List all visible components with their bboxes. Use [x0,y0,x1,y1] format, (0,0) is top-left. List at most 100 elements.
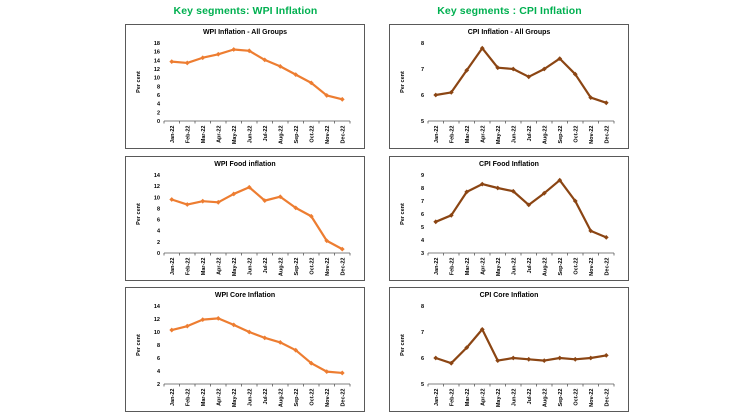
line-series [434,179,608,239]
y-axis-tick-label: 8 [421,41,424,47]
x-axis-tick-label: Jan-22 [434,389,440,406]
data-point-marker [324,369,330,375]
x-axis-tick-label: Jul-22 [527,389,533,405]
y-axis-tick-label: 8 [157,84,160,90]
chart-panel-cpi-core: CPI Core Inflation 5 6 7 8 Per cent Jan-22 Feb… [389,287,629,412]
data-point-marker [557,177,563,183]
data-point-marker [588,355,594,361]
data-point-marker [526,356,532,362]
data-point-marker [339,96,345,102]
x-axis-tick-label: May-22 [232,258,238,277]
y-axis-title: Per cent [136,203,142,225]
x-axis-tick-label: May-22 [496,258,502,277]
y-axis-tick-label: 14 [154,173,161,179]
x-axis-tick-label: Aug-22 [542,126,548,145]
x-axis-tick-label: Dec-22 [604,258,610,276]
y-axis-tick-label: 3 [421,251,424,257]
chart-panel-wpi-all-groups: WPI Inflation - All Groups 0 2 4 6 8 10 12 14 16… [125,24,365,149]
y-axis-title: Per cent [400,203,406,225]
y-axis-tick-label: 2 [157,240,160,246]
chart-title: WPI Food inflation [214,161,276,168]
x-axis-tick-label: May-22 [496,389,502,408]
x-axis-tick-label: Nov-22 [589,389,595,407]
y-axis-tick-label: 4 [157,229,161,235]
data-point-marker [557,355,563,361]
x-axis-tick-label: Jun-22 [511,389,517,407]
x-axis-tick-label: Sep-22 [558,389,564,407]
y-axis-title: Per cent [136,71,142,93]
data-point-marker [603,353,609,358]
data-point-marker [572,71,578,77]
y-axis-tick-label: 10 [154,330,160,336]
x-axis-tick-label: Feb-22 [185,389,191,407]
x-axis-tick-label: Oct-22 [573,258,579,275]
data-point-marker [572,356,578,362]
y-axis-tick-label: 8 [157,343,160,349]
x-axis-tick-label: Jul-22 [527,126,533,142]
x-axis-tick-label: Sep-22 [294,126,300,144]
x-axis-tick-label: Jan-22 [434,258,440,275]
x-axis-tick-label: Mar-22 [465,126,471,144]
x-axis-tick-label: Jul-22 [263,258,269,274]
x-axis-tick-label: Sep-22 [558,126,564,144]
y-axis-tick-label: 14 [154,58,161,64]
x-axis-tick-label: Apr-22 [216,258,222,275]
y-axis-tick-label: 5 [421,119,424,125]
data-point-marker [215,51,221,57]
data-point-marker [169,327,175,333]
data-point-marker [464,345,470,350]
line-series [170,186,344,251]
chart-svg-cpi-all-groups: 5 6 7 8 Per cent Jan-22 Feb-22 Mar-22 Apr-22 May-… [400,41,615,145]
x-axis-tick-label: Jan-22 [170,389,176,406]
x-axis-tick-label: Mar-22 [201,258,207,276]
y-axis-tick-label: 14 [154,304,161,310]
y-axis-title: Per cent [136,334,142,356]
data-point-marker [246,48,252,54]
x-axis-tick-label: Feb-22 [185,258,191,276]
x-axis-tick-label: Nov-22 [325,126,331,144]
x-axis-tick-label: Oct-22 [309,389,315,406]
x-axis-tick-label: Oct-22 [309,126,315,143]
chart-title: CPI Core Inflation [479,292,539,299]
y-axis-tick-label: 5 [421,225,424,231]
chart-panel-wpi-core: WPI Core Inflation 2 4 6 8 10 12 14 Per cent Jan… [125,287,365,412]
x-axis-tick-label: Feb-22 [185,126,191,144]
data-point-marker [293,347,299,353]
chart-svg-wpi-core: 2 4 6 8 10 12 14 Per cent Jan-22 Feb-22 Mar-22 Apr-… [136,304,351,407]
chart-svg-wpi-food: 0 2 4 6 8 10 12 14 Per cent Jan-22 Feb-22 Mar-22 Apr… [136,173,351,277]
data-point-marker [588,228,594,234]
y-axis-tick-label: 0 [157,251,160,257]
x-axis-tick-label: Mar-22 [465,258,471,276]
y-axis-tick-label: 8 [157,206,160,212]
x-axis-tick-label: Mar-22 [465,389,471,407]
chart-title: CPI Inflation - All Groups [467,29,551,36]
x-axis-tick-label: Aug-22 [542,258,548,277]
y-axis-tick-label: 0 [157,119,160,125]
x-axis-tick-label: Sep-22 [294,258,300,276]
x-axis-tick-label: Mar-22 [201,389,207,407]
y-axis-tick-label: 6 [421,93,424,99]
x-axis-tick-label: Dec-22 [604,126,610,144]
data-point-marker [541,358,547,363]
data-point-marker [231,47,237,52]
y-axis-tick-label: 7 [421,67,424,73]
x-axis-tick-label: Dec-22 [340,389,346,407]
data-point-marker [184,60,190,66]
chart-svg-cpi-core: 5 6 7 8 Per cent Jan-22 Feb-22 Mar-22 Apr-22 May-… [400,304,615,408]
x-axis-tick-label: Dec-22 [340,258,346,276]
y-axis-tick-label: 7 [421,330,424,336]
y-axis-tick-label: 6 [157,93,160,99]
data-point-marker [200,317,206,323]
x-axis-tick-label: Aug-22 [542,389,548,408]
data-point-marker [215,199,221,205]
y-axis-tick-label: 5 [421,382,424,388]
y-axis-tick-label: 4 [157,102,161,108]
x-axis-tick-label: Dec-22 [340,126,346,144]
x-axis-tick-label: May-22 [496,126,502,145]
y-axis-tick-label: 10 [154,76,160,82]
y-axis-tick-label: 2 [157,110,160,116]
data-point-marker [603,235,609,240]
data-point-marker [557,56,563,61]
x-axis-tick-label: Apr-22 [216,126,222,143]
x-axis-tick-label: Jun-22 [247,126,253,144]
